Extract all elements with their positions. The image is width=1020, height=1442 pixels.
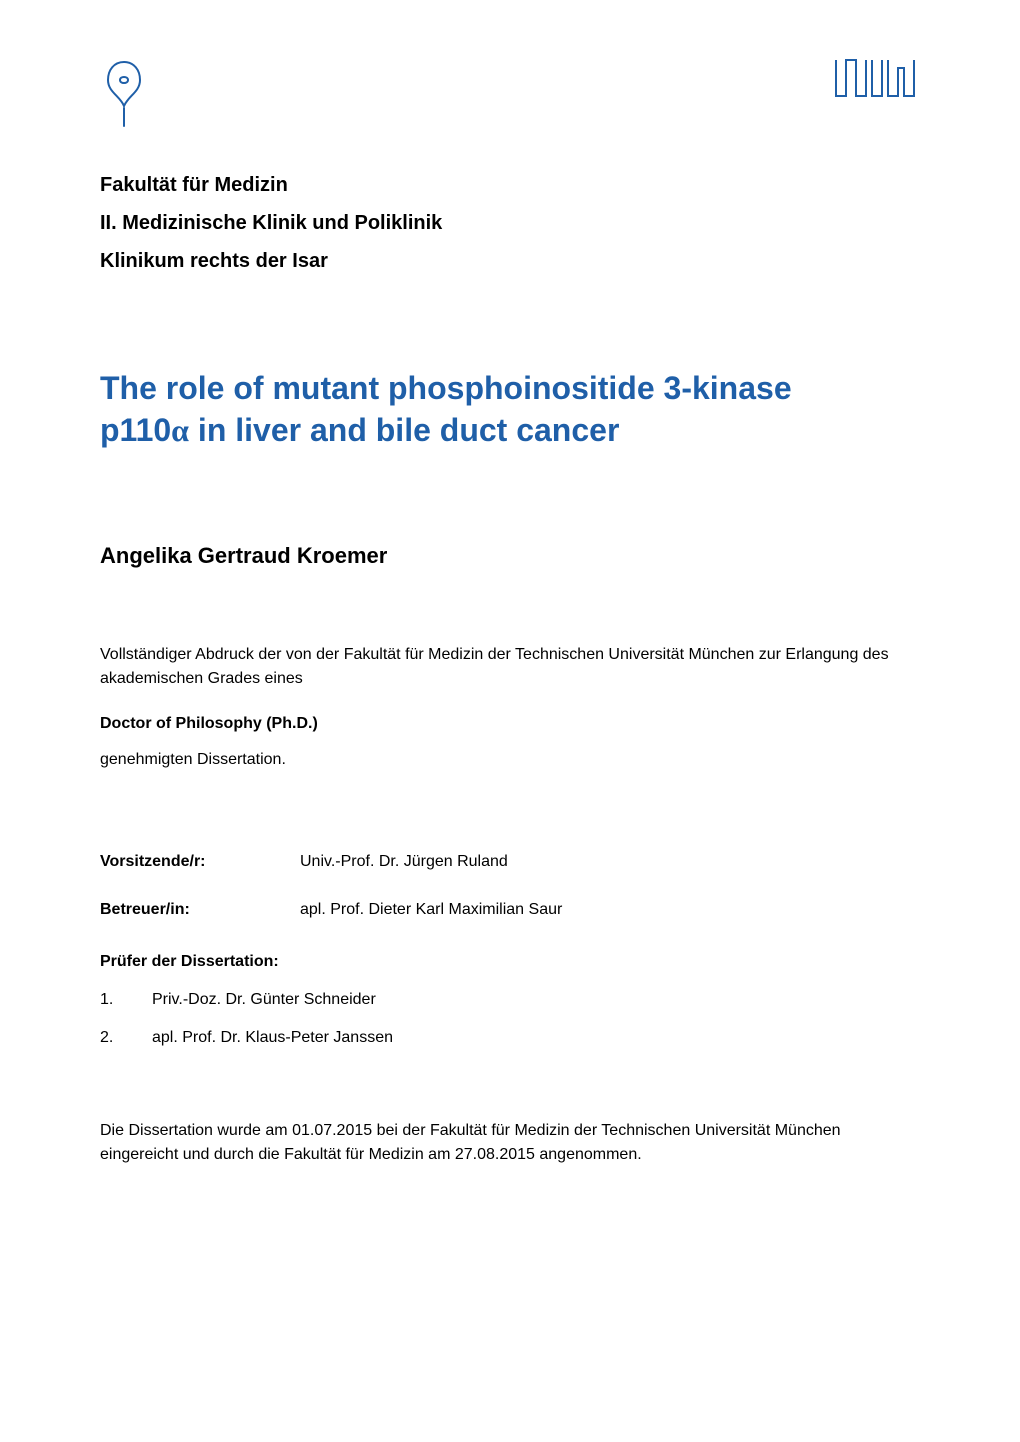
chair-name: Univ.-Prof. Dr. Jürgen Ruland [300, 853, 920, 871]
clinic-line: II. Medizinische Klinik und Poliklinik [100, 204, 920, 242]
institution-block: Fakultät für Medizin II. Medizinische Kl… [100, 166, 920, 280]
approved-label: genehmigten Dissertation. [100, 751, 920, 769]
chair-label: Vorsitzende/r: [100, 853, 300, 871]
supervisor-label: Betreuer/in: [100, 901, 300, 919]
reviewers-heading: Prüfer der Dissertation: [100, 953, 920, 971]
submission-note: Die Dissertation wurde am 01.07.2015 bei… [100, 1119, 920, 1167]
reviewer-number: 1. [100, 991, 152, 1009]
reviewer-name: Priv.-Doz. Dr. Günter Schneider [152, 991, 376, 1009]
faculty-logo-icon [100, 56, 156, 132]
dissertation-title: The role of mutant phosphoinositide 3-ki… [100, 368, 920, 451]
page-container: Fakultät für Medizin II. Medizinische Kl… [0, 0, 1020, 1442]
hospital-line: Klinikum rechts der Isar [100, 242, 920, 280]
supervisor-name: apl. Prof. Dieter Karl Maximilian Saur [300, 901, 920, 919]
reviewer-number: 2. [100, 1029, 152, 1047]
faculty-line: Fakultät für Medizin [100, 166, 920, 204]
author-name: Angelika Gertraud Kroemer [100, 543, 920, 569]
degree-label: Doctor of Philosophy (Ph.D.) [100, 715, 920, 733]
reviewer-name: apl. Prof. Dr. Klaus-Peter Janssen [152, 1029, 393, 1047]
supervisor-row: Betreuer/in: apl. Prof. Dieter Karl Maxi… [100, 901, 920, 919]
title-line-1: The role of mutant phosphoinositide 3-ki… [100, 368, 920, 410]
title-line-2: p110α in liver and bile duct cancer [100, 410, 920, 452]
chair-row: Vorsitzende/r: Univ.-Prof. Dr. Jürgen Ru… [100, 853, 920, 871]
logo-bar [100, 56, 920, 132]
reviewer-item: 2. apl. Prof. Dr. Klaus-Peter Janssen [100, 1029, 920, 1047]
reviewer-item: 1. Priv.-Doz. Dr. Günter Schneider [100, 991, 920, 1009]
abstract-note: Vollständiger Abdruck der von der Fakult… [100, 643, 920, 691]
alpha-symbol: α [171, 412, 189, 448]
tum-logo-icon [832, 56, 920, 104]
title-prefix: p110 [100, 412, 171, 448]
title-suffix: in liver and bile duct cancer [189, 412, 619, 448]
